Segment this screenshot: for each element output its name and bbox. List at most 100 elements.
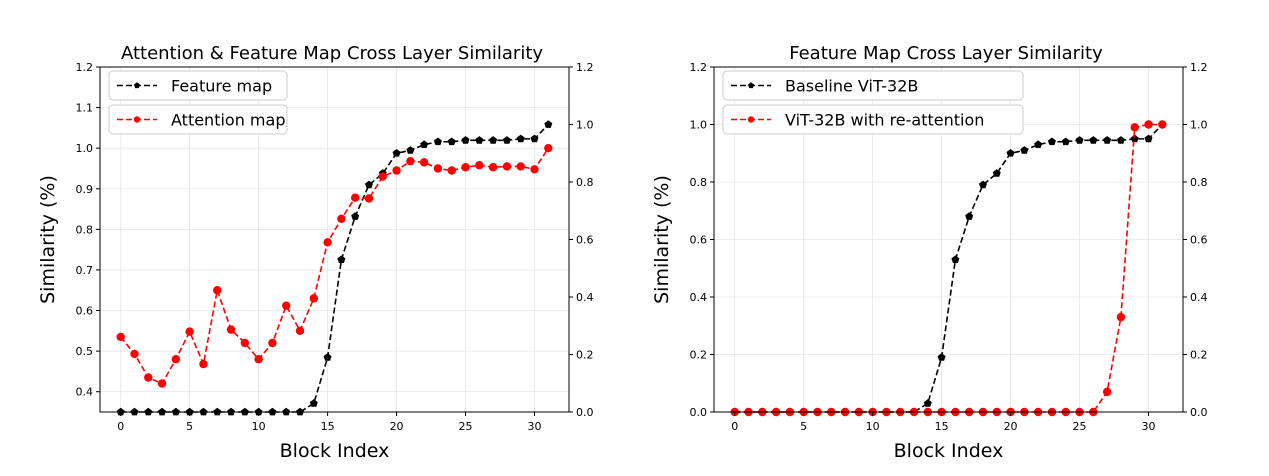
data-point xyxy=(392,149,401,157)
legend-entry-box xyxy=(108,70,288,101)
chart-panel-2: 0 5 10 15 20 25 30 0.0 0.2 0.4 0.6 0.8 1.0 1.2 0.0 0.2 0… xyxy=(651,43,1208,462)
chart-title: Feature Map Cross Layer Similarity xyxy=(789,43,1103,64)
data-point xyxy=(337,255,346,264)
y-tick-label: 0.4 xyxy=(76,386,94,399)
data-point xyxy=(1089,136,1098,144)
legend-marker xyxy=(747,82,755,89)
y2-tick-label: 0.0 xyxy=(1190,406,1208,419)
data-point xyxy=(937,353,946,361)
data-point xyxy=(965,212,974,220)
y-tick-label: 0.7 xyxy=(76,264,94,277)
x-tick-label: 25 xyxy=(459,420,473,433)
data-point xyxy=(323,238,332,247)
data-point xyxy=(923,399,932,407)
data-point xyxy=(544,143,553,153)
data-point xyxy=(295,326,305,336)
data-point xyxy=(1006,149,1015,157)
legend-label: Feature map xyxy=(171,77,272,96)
data-point xyxy=(378,172,387,181)
data-point xyxy=(419,158,429,167)
data-point xyxy=(433,164,443,173)
data-point xyxy=(350,193,360,202)
chart-title: Attention & Feature Map Cross Layer Simi… xyxy=(121,43,543,64)
series-line-1 xyxy=(734,123,1163,413)
legend-marker xyxy=(747,116,755,123)
data-point xyxy=(489,136,498,144)
data-point xyxy=(406,146,415,154)
legend-marker xyxy=(133,116,141,123)
data-point xyxy=(1020,146,1029,154)
data-point xyxy=(130,349,139,359)
data-point xyxy=(199,359,208,369)
data-point xyxy=(475,161,484,170)
y-tick-label: 0.4 xyxy=(690,291,708,304)
data-point xyxy=(351,212,360,220)
y-tick-label: 0.2 xyxy=(690,349,708,362)
x-tick-label: 10 xyxy=(866,420,880,433)
data-point xyxy=(213,286,222,295)
legend-entry-box xyxy=(722,104,1024,135)
data-point xyxy=(516,162,525,171)
data-point xyxy=(171,355,181,364)
series-line-2 xyxy=(734,123,1163,413)
y-tick-label: 0.6 xyxy=(76,305,94,318)
data-point xyxy=(1116,312,1126,322)
y2-tick-label: 0.2 xyxy=(576,349,594,362)
x-tick-label: 30 xyxy=(1142,420,1156,433)
data-point xyxy=(530,134,539,143)
series-line-2 xyxy=(120,147,549,385)
data-point xyxy=(364,194,374,203)
data-point xyxy=(447,137,456,146)
data-point xyxy=(157,379,167,388)
x-axis-label: Block Index xyxy=(280,440,390,462)
data-point xyxy=(1144,120,1153,129)
y-tick-label: 1.0 xyxy=(76,142,94,155)
x-tick-label: 30 xyxy=(528,420,542,433)
y-tick-label: 0.6 xyxy=(690,234,708,247)
legend: Baseline ViT-32B ViT-32B with re-attentio… xyxy=(722,70,1024,135)
y2-tick-label: 0.6 xyxy=(576,234,594,247)
y2-tick-label: 0.4 xyxy=(576,291,594,304)
data-point xyxy=(1047,137,1056,146)
data-point xyxy=(516,134,525,143)
data-point xyxy=(323,353,332,361)
y-tick-label: 1.2 xyxy=(690,61,708,74)
data-point xyxy=(433,137,442,146)
y2-tick-label: 1.2 xyxy=(1190,61,1208,74)
chart-panel-1: 0 5 10 15 20 25 30 0.4 0.5 0.6 0.7 0.8 0.9 1.0 1.1 1.2 0… xyxy=(37,43,594,462)
data-point xyxy=(992,169,1001,177)
y2-tick-label: 0.2 xyxy=(1190,349,1208,362)
data-point xyxy=(144,373,153,382)
data-point xyxy=(309,399,318,407)
data-point xyxy=(226,325,236,334)
y-axis-label: Similarity (%) xyxy=(37,175,59,304)
data-point xyxy=(185,327,194,336)
data-point xyxy=(309,294,319,303)
y2-tick-label: 0.8 xyxy=(1190,176,1208,189)
y-tick-label: 0.0 xyxy=(690,406,708,419)
y2-tick-label: 1.0 xyxy=(576,119,594,132)
data-point xyxy=(254,355,263,364)
x-tick-label: 25 xyxy=(1073,420,1087,433)
data-point xyxy=(1102,387,1112,397)
data-point xyxy=(530,165,539,174)
x-axis-label: Block Index xyxy=(894,440,1004,462)
data-point xyxy=(502,162,512,171)
x-tick-label: 20 xyxy=(1004,420,1018,433)
y-tick-label: 0.5 xyxy=(76,345,94,358)
data-point xyxy=(1034,140,1043,149)
data-point xyxy=(488,163,498,172)
data-point xyxy=(951,255,960,264)
data-point xyxy=(1130,134,1139,143)
y2-tick-label: 0.4 xyxy=(1190,291,1208,304)
y-axis-label: Similarity (%) xyxy=(651,175,673,304)
y-tick-label: 1.1 xyxy=(76,102,94,115)
data-point xyxy=(406,156,415,166)
data-point xyxy=(475,136,484,144)
data-point xyxy=(282,301,291,310)
data-point xyxy=(502,136,511,144)
legend-label: Baseline ViT-32B xyxy=(785,77,918,96)
y-tick-label: 0.8 xyxy=(690,176,708,189)
legend-entry-box xyxy=(722,70,1024,101)
